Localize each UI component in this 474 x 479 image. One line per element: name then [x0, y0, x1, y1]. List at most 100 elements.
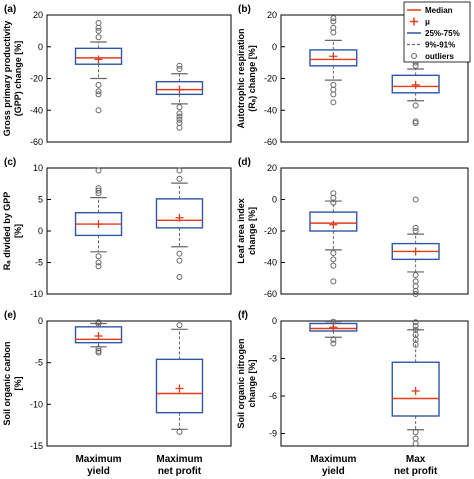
box-0	[74, 19, 123, 114]
iqr-box	[391, 74, 440, 94]
outlier-point	[95, 27, 102, 34]
outlier-point	[330, 18, 337, 25]
panel-3: -60 -40 -20 0 20 (d) Leaf area index change [%]	[236, 157, 469, 299]
outlier-point	[176, 116, 183, 123]
y-tick-label: -15	[30, 441, 43, 451]
panel-label: (f)	[238, 310, 248, 321]
iqr-box	[155, 358, 204, 414]
y-tick-label: -20	[264, 74, 277, 84]
y-axis-label: (GPP) change [%]	[13, 41, 23, 117]
outlier-point	[330, 15, 337, 22]
outlier-point	[330, 86, 337, 93]
outlier-point	[95, 81, 102, 88]
outlier-point	[95, 349, 102, 356]
y-tick-label: -10	[30, 289, 43, 299]
outlier-point	[95, 91, 102, 98]
outlier-point	[176, 257, 183, 264]
box-0	[74, 167, 123, 270]
box-0	[74, 319, 123, 356]
category-label: yield	[322, 466, 345, 477]
y-tick-label: -60	[264, 137, 277, 147]
y-tick-label: -6	[269, 391, 277, 401]
y-tick-label: -5	[35, 258, 43, 268]
legend-label: 9%-91%	[425, 41, 455, 50]
plot-frame	[46, 14, 232, 143]
y-tick-label: -40	[264, 258, 277, 268]
outlier-point	[412, 341, 419, 348]
outlier-point	[330, 256, 337, 263]
panel-5: -9 -6 -3 0 (f) Soil organic nitrogen change [%…	[236, 310, 469, 477]
outlier-point	[95, 259, 102, 266]
panel-1: -60 -40 -20 0 20 (b) Autotrophic respiration (R…	[236, 4, 469, 147]
category-label: Maximum	[310, 454, 356, 465]
category-label: Maximum	[75, 454, 121, 465]
outlier-point	[330, 91, 337, 98]
legend: Median μ 25%-75% 9%-91% outliers	[403, 1, 471, 63]
outlier-point	[330, 199, 337, 206]
y-axis-label: Autotrophic respiration	[236, 28, 246, 128]
y-tick-label: 0	[38, 226, 43, 236]
box-1	[155, 167, 204, 280]
outlier-point	[95, 19, 102, 26]
legend-label: outliers	[425, 52, 454, 61]
outlier-point	[330, 262, 337, 269]
box-1	[155, 62, 204, 131]
y-tick-label: 0	[38, 42, 43, 52]
outlier-point	[95, 320, 102, 327]
y-axis-label: Gross primary productivity	[2, 21, 12, 137]
y-tick-label: -5	[35, 358, 43, 368]
outlier-point	[330, 81, 337, 88]
outlier-point	[95, 167, 102, 174]
outlier-point	[412, 119, 419, 126]
category-label: Max	[406, 454, 426, 465]
category-label: Maximum	[156, 454, 202, 465]
y-tick-label: 20	[267, 10, 277, 20]
outlier-point	[95, 319, 102, 326]
outlier-point	[95, 190, 102, 197]
outlier-point	[330, 250, 337, 257]
box-1	[155, 322, 204, 435]
y-tick-label: 20	[33, 10, 43, 20]
y-tick-label: -40	[264, 105, 277, 115]
outlier-point	[176, 119, 183, 126]
legend-frame	[403, 1, 471, 63]
plot-frame	[46, 167, 232, 295]
panel-label: (c)	[4, 157, 16, 168]
iqr-box	[155, 80, 204, 96]
outlier-point	[176, 250, 183, 257]
outlier-point	[412, 228, 419, 234]
y-tick-label: 0	[272, 195, 277, 205]
y-tick-label: 10	[33, 163, 43, 173]
outlier-point	[330, 318, 337, 325]
outlier-point	[176, 428, 183, 435]
legend-label: Median	[425, 6, 453, 15]
y-tick-label: -20	[264, 226, 277, 236]
y-tick-label: 0	[272, 42, 277, 52]
outlier-point	[176, 322, 183, 329]
box-1	[391, 319, 440, 447]
plot-frame	[280, 320, 469, 447]
y-axis-label: (Rₐ) change [%]	[247, 45, 257, 111]
legend-label: μ	[425, 18, 430, 27]
outlier-point	[412, 272, 419, 279]
plot-frame	[280, 167, 469, 295]
y-axis-label: Soil organic carbon	[2, 341, 12, 425]
plot-frame	[46, 320, 232, 447]
outlier-point	[95, 24, 102, 31]
outlier-point	[412, 102, 419, 109]
y-tick-label: -9	[269, 429, 277, 439]
y-tick-label: 5	[38, 195, 43, 205]
outlier-point	[176, 167, 183, 174]
category-label: yield	[87, 466, 110, 477]
outlier-point	[176, 113, 183, 120]
y-axis-label: change [%]	[247, 207, 257, 255]
outlier-point	[176, 110, 183, 117]
y-tick-label: -40	[30, 105, 43, 115]
y-axis-label: change [%]	[247, 359, 257, 407]
y-tick-label: 0	[272, 316, 277, 326]
y-tick-label: -60	[264, 289, 277, 299]
panel-0: -60 -40 -20 0 20 (a) Gross primary productivit…	[2, 4, 232, 147]
iqr-box	[155, 198, 204, 229]
outlier-point	[330, 99, 337, 106]
